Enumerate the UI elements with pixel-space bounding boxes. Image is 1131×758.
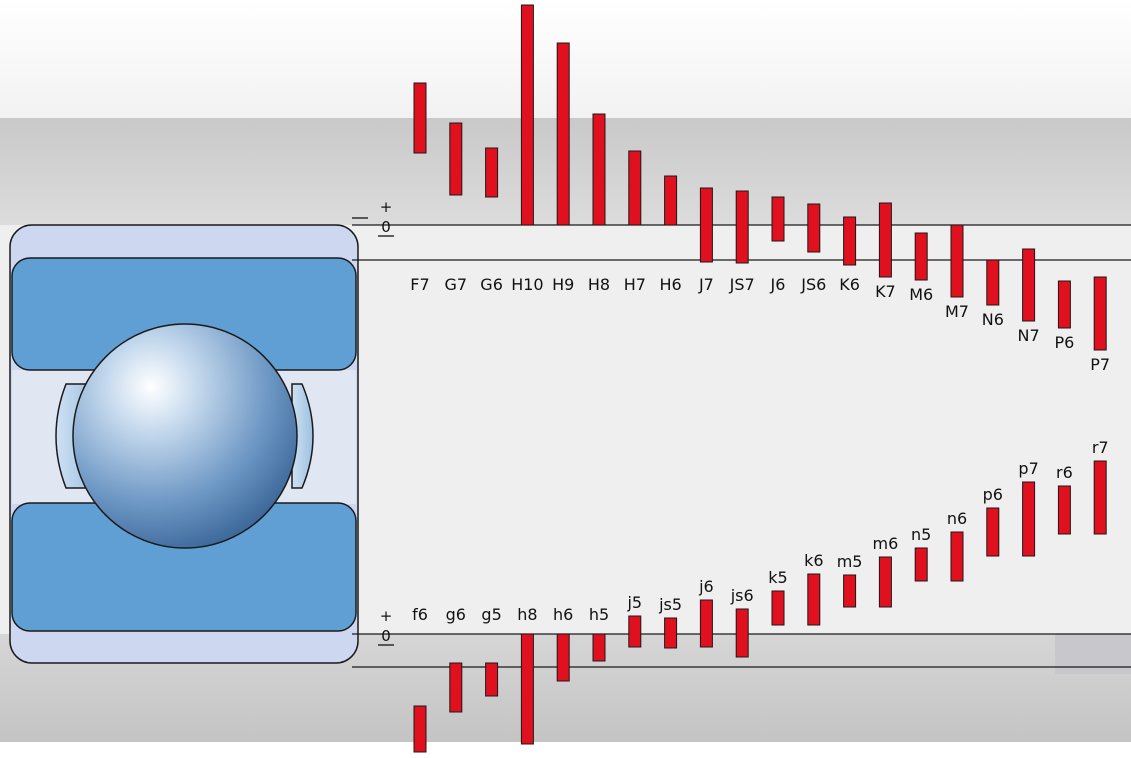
housing-bar-h9 <box>556 42 570 226</box>
housing-bar-f7 <box>413 82 427 154</box>
shaft-label-j6: j6 <box>698 577 714 596</box>
bottom-background-band <box>0 742 1131 754</box>
shaft-zero-label: 0 <box>381 627 391 645</box>
housing-bar-p6 <box>1057 280 1071 329</box>
housing-bar-h7 <box>628 150 642 226</box>
shaft-tolerance-zones: f6 g6 g5 h8 h6 h5 j5 js5 j6 js6 k5 k6 m5 m6 n5 n6 p6 p7 r6… <box>412 438 1109 753</box>
shaft-bar-f6 <box>413 705 427 753</box>
shaft-label-f6: f6 <box>412 605 428 624</box>
shaft-label-h6: h6 <box>553 605 573 624</box>
shaft-bar-js5 <box>664 617 678 649</box>
housing-label-g6: G6 <box>480 275 503 294</box>
housing-bar-m6 <box>914 232 928 281</box>
shaft-bar-m6 <box>878 556 892 608</box>
housing-tolerance-zones: F7 G7 G6 H10 H9 H8 H7 H6 J7 JS7 J6 JS6 K6 K7 M6 M7 N6 N7 P… <box>410 4 1110 374</box>
shaft-label-k6: k6 <box>804 551 823 570</box>
shaft-bar-p6 <box>986 507 1000 557</box>
housing-label-k6: K6 <box>839 275 860 294</box>
housing-bar-h8 <box>592 113 606 226</box>
housing-label-h7: H7 <box>624 275 646 294</box>
shaft-label-p6: p6 <box>983 485 1003 504</box>
housing-label-f7: F7 <box>410 275 429 294</box>
housing-label-n7: N7 <box>1018 326 1040 345</box>
housing-bar-j7 <box>699 187 713 263</box>
shaft-bar-n5 <box>914 547 928 582</box>
shaft-label-g5: g5 <box>481 605 501 624</box>
housing-bar-h6 <box>664 175 678 226</box>
housing-label-p7: P7 <box>1090 355 1110 374</box>
shaft-bar-j6 <box>699 599 713 648</box>
housing-label-h8: H8 <box>588 275 610 294</box>
shaft-label-r6: r6 <box>1056 463 1073 482</box>
shaft-bar-p7 <box>1022 481 1036 557</box>
shaft-label-h5: h5 <box>589 605 609 624</box>
housing-bar-p7 <box>1093 276 1107 351</box>
shaft-bar-h8 <box>520 633 534 745</box>
shaft-bar-g5 <box>485 662 499 697</box>
shaft-label-g6: g6 <box>446 605 466 624</box>
rolling-ball <box>72 323 298 549</box>
shaft-label-h8: h8 <box>517 605 537 624</box>
housing-bar-j6 <box>771 196 785 242</box>
shaft-bar-r6 <box>1057 485 1071 535</box>
housing-label-m7: M7 <box>945 302 969 321</box>
corner-swatch <box>1055 634 1131 674</box>
housing-bar-js7 <box>735 190 749 264</box>
housing-label-g7: G7 <box>445 275 468 294</box>
housing-bar-n6 <box>986 259 1000 306</box>
shaft-bar-js6 <box>735 608 749 658</box>
housing-bar-js6 <box>807 203 821 253</box>
housing-label-n6: N6 <box>982 310 1004 329</box>
bearing-illustration <box>9 224 359 664</box>
housing-bar-g6 <box>485 147 499 198</box>
housing-bar-n7 <box>1022 248 1036 322</box>
housing-bar-k7 <box>878 202 892 278</box>
shaft-label-js5: js5 <box>658 595 682 614</box>
shaft-label-m6: m6 <box>873 534 899 553</box>
housing-label-h9: H9 <box>552 275 574 294</box>
shaft-label-m5: m5 <box>837 552 863 571</box>
shaft-bar-r7 <box>1093 460 1107 535</box>
housing-label-h6: H6 <box>659 275 681 294</box>
housing-label-k7: K7 <box>875 282 896 301</box>
shaft-label-k5: k5 <box>768 568 787 587</box>
shaft-bar-h5 <box>592 633 606 662</box>
shaft-label-js6: js6 <box>730 586 754 605</box>
shaft-bar-j5 <box>628 615 642 648</box>
shaft-bar-k5 <box>771 590 785 626</box>
housing-bar-g7 <box>449 122 463 196</box>
housing-label-js7: JS7 <box>729 275 755 294</box>
housing-plus-sign: + <box>380 198 393 216</box>
shaft-bar-n6 <box>950 531 964 582</box>
shaft-label-j5: j5 <box>626 593 642 612</box>
shaft-plus-sign: + <box>380 607 393 625</box>
housing-bar-h10 <box>520 4 534 226</box>
housing-label-j6: J6 <box>770 275 786 294</box>
housing-label-h10: H10 <box>511 275 543 294</box>
shaft-label-n5: n5 <box>911 525 931 544</box>
housing-bar-m7 <box>950 224 964 298</box>
cage-right <box>291 383 314 489</box>
shaft-bar-k6 <box>807 573 821 626</box>
housing-zero-label: 0 <box>381 218 391 236</box>
housing-label-m6: M6 <box>909 285 933 304</box>
housing-bar-k6 <box>843 216 857 266</box>
shaft-bar-g6 <box>449 662 463 713</box>
shaft-bar-h6 <box>556 633 570 682</box>
housing-label-j7: J7 <box>698 275 714 294</box>
shaft-label-r7: r7 <box>1092 438 1109 457</box>
housing-label-p6: P6 <box>1054 333 1074 352</box>
shaft-label-p7: p7 <box>1018 459 1038 478</box>
shaft-bar-m5 <box>843 574 857 608</box>
housing-label-js6: JS6 <box>800 275 826 294</box>
shaft-label-n6: n6 <box>947 509 967 528</box>
